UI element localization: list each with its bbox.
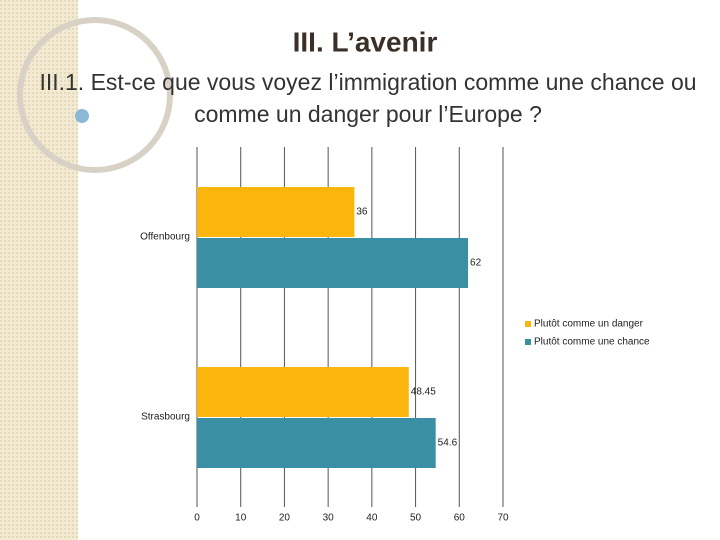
title: III. L’avenir: [293, 26, 438, 57]
x-tick-label: 20: [279, 513, 291, 524]
subtitle: III.1. Est-ce que vous voyez l’immigrati…: [39, 69, 697, 127]
bar: [197, 418, 436, 468]
x-tick-label: 10: [235, 513, 247, 524]
bar: [197, 367, 409, 417]
deco-circle: [17, 17, 173, 173]
y-tick-label: Offenbourg: [140, 232, 190, 243]
y-tick-label: Strasbourg: [141, 412, 190, 423]
data-label: 54.6: [438, 438, 458, 449]
x-tick-label: 30: [323, 513, 335, 524]
subtitle-box: III.1. Est-ce que vous voyez l’immigrati…: [39, 69, 697, 127]
x-tick-label: 40: [366, 513, 378, 524]
data-label: 48.45: [411, 387, 436, 398]
x-tick-label: 0: [194, 513, 200, 524]
bar: [197, 187, 355, 237]
bar: [197, 238, 469, 288]
data-label: 36: [356, 207, 368, 218]
legend-swatch: [525, 339, 531, 345]
x-tick-label: 50: [410, 513, 422, 524]
legend-swatch: [525, 321, 531, 327]
deco-dot: [75, 109, 89, 123]
data-label: 62: [470, 258, 482, 269]
x-tick-label: 60: [454, 513, 466, 524]
x-tick-label: 70: [497, 513, 509, 524]
legend-label: Plutôt comme une chance: [534, 337, 650, 348]
legend-label: Plutôt comme un danger: [534, 319, 644, 330]
side-strip: [0, 0, 78, 540]
